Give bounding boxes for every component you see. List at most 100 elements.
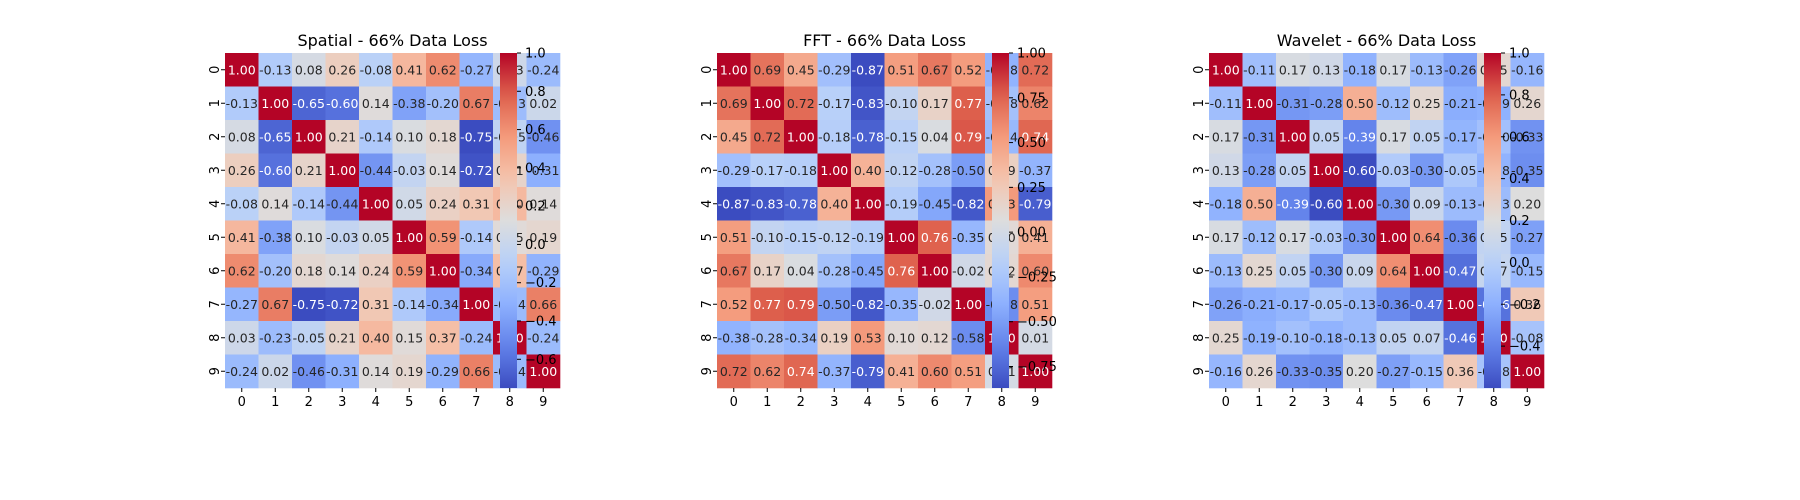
heatmap-cell xyxy=(1410,254,1444,288)
cell-value-label: 0.10 xyxy=(395,129,423,144)
heatmap-cell xyxy=(884,321,919,355)
cell-value-label: 0.31 xyxy=(462,196,490,211)
heatmap-cell xyxy=(918,220,952,255)
heatmap-cell xyxy=(526,187,561,221)
heatmap-cell xyxy=(359,86,393,121)
colorbar xyxy=(992,53,1009,388)
cell-value-label: 0.53 xyxy=(854,330,882,345)
heatmap-cell xyxy=(1242,254,1277,288)
heatmap-cell xyxy=(258,120,293,154)
cell-value-label: 0.05 xyxy=(1279,263,1307,278)
heatmap-cell xyxy=(1376,254,1411,288)
x-tick-label: 8 xyxy=(998,395,1006,410)
heatmap-cell xyxy=(292,120,326,154)
x-tick-label: 8 xyxy=(506,395,514,410)
cell-value-label: -0.11 xyxy=(1243,62,1275,77)
x-tick-label: 4 xyxy=(864,395,872,410)
x-tick-label: 6 xyxy=(1423,395,1431,410)
heatmap-cell xyxy=(784,120,818,154)
cell-value-label: -0.15 xyxy=(785,230,817,245)
heatmap-cell xyxy=(392,287,427,322)
cell-value-label: -0.34 xyxy=(785,330,817,345)
cell-value-label: -0.79 xyxy=(852,364,884,379)
colorbar-tick-label: 0.2 xyxy=(1509,214,1530,229)
y-tick-label: 8 xyxy=(1192,334,1207,342)
cell-value-label: 1.00 xyxy=(854,196,882,211)
cell-value-label: 0.62 xyxy=(228,263,256,278)
cell-value-label: 1.00 xyxy=(1021,364,1049,379)
heatmap-cell xyxy=(784,53,818,87)
cell-value-label: 0.36 xyxy=(1446,364,1474,379)
cell-value-label: 0.26 xyxy=(1245,364,1273,379)
cell-value-label: 0.15 xyxy=(395,330,423,345)
heatmap-cell xyxy=(1510,321,1545,355)
cell-value-label: -0.10 xyxy=(885,96,917,111)
heatmap-cell xyxy=(1443,86,1478,121)
cell-value-label: 1.00 xyxy=(328,163,356,178)
heatmap-cell xyxy=(817,86,852,121)
y-tick-label: 3 xyxy=(208,166,223,174)
cell-value-label: 1.00 xyxy=(921,263,949,278)
y-tick-label: 5 xyxy=(700,233,715,241)
cell-value-label: -0.19 xyxy=(885,196,917,211)
cell-value-label: -0.12 xyxy=(1377,96,1409,111)
cell-value-label: -0.19 xyxy=(852,230,884,245)
cell-value-label: -0.21 xyxy=(1243,297,1275,312)
cell-value-label: -0.60 xyxy=(259,163,291,178)
colorbar-tick-label: −0.6 xyxy=(525,353,557,368)
cell-value-label: 1.00 xyxy=(1379,230,1407,245)
heatmap-cell xyxy=(225,153,259,188)
cell-value-label: -0.35 xyxy=(1511,163,1543,178)
heatmap-cell xyxy=(1443,53,1478,87)
cell-value-label: 0.25 xyxy=(1413,96,1441,111)
heatmap-cell xyxy=(1209,53,1243,87)
cell-value-label: -0.17 xyxy=(818,96,850,111)
cell-value-label: -0.28 xyxy=(919,163,951,178)
cell-value-label: -0.60 xyxy=(326,96,358,111)
y-tick-label: 9 xyxy=(700,367,715,375)
heatmap-cell xyxy=(225,120,259,154)
cell-value-label: -0.13 xyxy=(226,96,258,111)
cell-value-label: 0.72 xyxy=(753,129,781,144)
heatmap-cell xyxy=(1209,254,1243,288)
heatmap-cell xyxy=(1510,220,1545,255)
x-tick-label: 8 xyxy=(1490,395,1498,410)
cell-value-label: 1.00 xyxy=(753,96,781,111)
cell-value-label: 0.59 xyxy=(395,263,423,278)
heatmap-cell xyxy=(1410,86,1444,121)
heatmap-cell xyxy=(918,287,952,322)
heatmap-cell xyxy=(1410,321,1444,355)
x-tick-label: 1 xyxy=(763,395,771,410)
cell-value-label: -0.15 xyxy=(885,129,917,144)
heatmap-cell xyxy=(1242,287,1277,322)
cell-value-label: 0.72 xyxy=(720,364,748,379)
cell-value-label: 0.62 xyxy=(429,62,457,77)
colorbar-tick-label: 1.0 xyxy=(525,47,546,62)
heatmap-cell xyxy=(359,220,393,255)
cell-value-label: -0.58 xyxy=(952,330,984,345)
heatmap-cell xyxy=(1510,254,1545,288)
heatmap-cell xyxy=(1343,187,1377,221)
y-tick-label: 5 xyxy=(208,233,223,241)
cell-value-label: -0.36 xyxy=(1444,230,1476,245)
cell-value-label: -0.24 xyxy=(527,62,559,77)
heatmap-cell xyxy=(717,220,751,255)
cell-value-label: -0.33 xyxy=(1511,129,1543,144)
heatmap-cell xyxy=(750,153,785,188)
heatmap-cell xyxy=(1276,187,1310,221)
y-tick-label: 0 xyxy=(1192,66,1207,74)
cell-value-label: 1.00 xyxy=(228,62,256,77)
cell-value-label: 0.17 xyxy=(1379,62,1407,77)
y-tick-label: 5 xyxy=(1192,233,1207,241)
heatmap-cell xyxy=(1309,86,1344,121)
heatmap-cell xyxy=(884,287,919,322)
y-tick-label: 8 xyxy=(700,334,715,342)
heatmap-cell xyxy=(258,53,293,87)
cell-value-label: 0.04 xyxy=(921,129,949,144)
heatmap-cell xyxy=(1510,86,1545,121)
heatmap-cell xyxy=(717,53,751,87)
heatmap-cell xyxy=(1309,287,1344,322)
cell-value-label: -0.08 xyxy=(226,196,258,211)
cell-value-label: 0.17 xyxy=(753,263,781,278)
heatmap-cell xyxy=(884,53,919,87)
